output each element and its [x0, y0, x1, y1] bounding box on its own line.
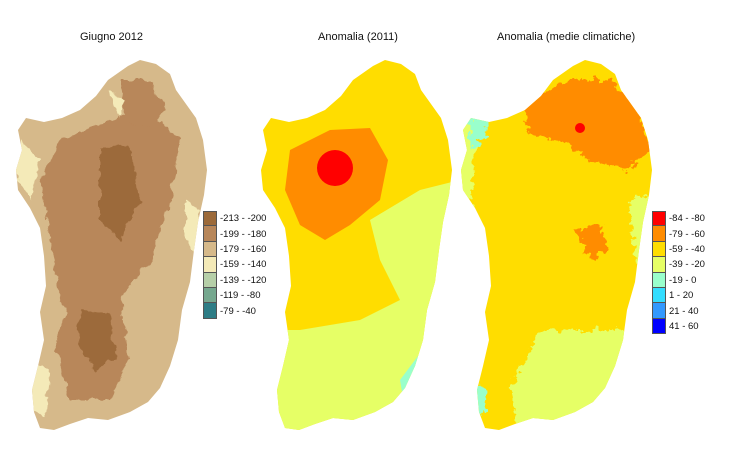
- legend-swatch: [203, 211, 217, 227]
- legend-item: -19 - 0: [652, 272, 705, 288]
- legend-label: 1 - 20: [669, 290, 694, 302]
- legend-swatch: [652, 303, 666, 319]
- map-title-anomaly-climate: Anomalia (medie climatiche): [497, 31, 636, 43]
- legend-label: -159 - -140: [220, 259, 267, 271]
- map-anomaly-climate: [461, 60, 652, 430]
- legend-item: -213 - -200: [203, 211, 267, 227]
- legend-swatch: [652, 272, 666, 288]
- legend-item: 21 - 40: [652, 303, 705, 319]
- map-june-2012: [16, 60, 207, 430]
- legend-swatch: [652, 318, 666, 335]
- legend-label: -179 - -160: [220, 243, 267, 255]
- legend-label: 41 - 60: [669, 320, 699, 332]
- legend-anomaly: -84 - -80 -79 - -60 -59 - -40 -39 - -20 -19 …: [652, 211, 705, 335]
- legend-item: -159 - -140: [203, 257, 267, 273]
- legend-item: 1 - 20: [652, 287, 705, 304]
- legend-label: -59 - -40: [669, 243, 705, 255]
- legend-swatch: [652, 287, 666, 304]
- legend-item: -59 - -40: [652, 241, 705, 258]
- legend-label: -213 - -200: [220, 213, 267, 225]
- legend-label: -79 - -60: [669, 228, 705, 240]
- legend-swatch: [203, 303, 217, 319]
- legend-item: -199 - -180: [203, 226, 267, 242]
- legend-swatch: [652, 226, 666, 242]
- legend-label: -84 - -80: [669, 213, 705, 225]
- legend-item: 41 - 60: [652, 318, 705, 335]
- legend-swatch: [203, 287, 217, 304]
- legend-label: -39 - -20: [669, 259, 705, 271]
- legend-swatch: [652, 211, 666, 227]
- legend-swatch: [652, 257, 666, 273]
- legend-item: -179 - -160: [203, 241, 267, 258]
- legend-item: -79 - -60: [652, 226, 705, 242]
- legend-swatch: [203, 226, 217, 242]
- map-title-anomaly-2011: Anomalia (2011): [318, 31, 398, 43]
- legend-label: 21 - 40: [669, 305, 699, 317]
- legend-swatch: [203, 257, 217, 273]
- legend-swatch: [203, 272, 217, 288]
- legend-item: -139 - -120: [203, 272, 267, 288]
- legend-label: -79 - -40: [220, 305, 256, 317]
- legend-june-2012: -213 - -200 -199 - -180 -179 - -160 -159 - …: [203, 211, 266, 319]
- legend-item: -84 - -80: [652, 211, 705, 227]
- legend-label: -119 - -80: [220, 290, 261, 302]
- legend-swatch: [652, 241, 666, 258]
- map-anomaly-2011: [261, 60, 452, 430]
- legend-label: -199 - -180: [220, 228, 267, 240]
- legend-item: -119 - -80: [203, 287, 266, 304]
- legend-item: -39 - -20: [652, 257, 705, 273]
- map-title-june-2012: Giugno 2012: [80, 31, 143, 43]
- legend-label: -139 - -120: [220, 274, 267, 286]
- legend-item: -79 - -40: [203, 303, 266, 319]
- legend-swatch: [203, 241, 217, 258]
- legend-label: -19 - 0: [669, 274, 697, 286]
